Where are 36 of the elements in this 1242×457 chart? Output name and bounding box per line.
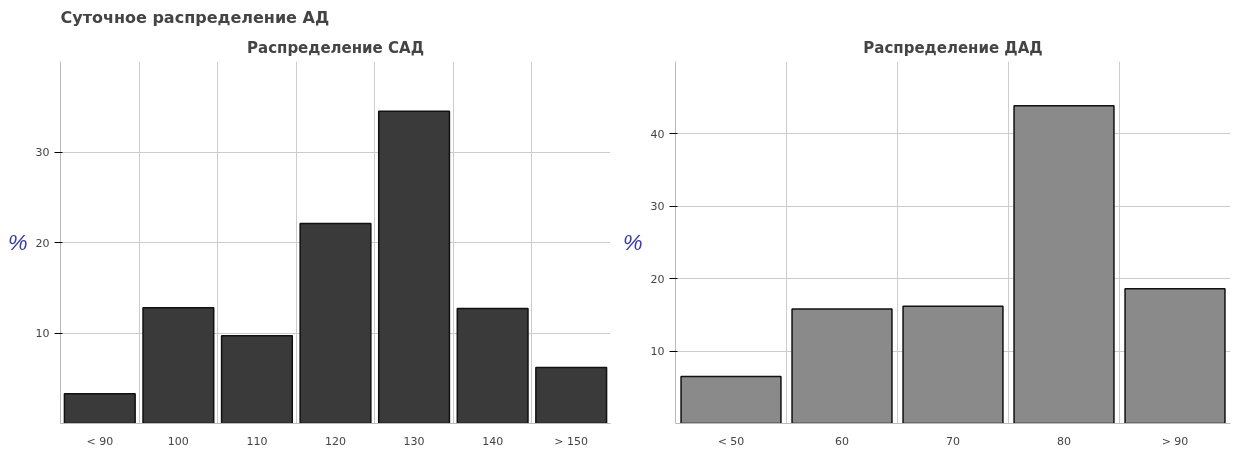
chart-title: Распределение САД (247, 38, 424, 57)
bar (456, 307, 529, 424)
bar (902, 305, 1004, 424)
y-tick-label: 30 (35, 146, 50, 159)
x-tick-label: 80 (1057, 434, 1071, 448)
bar (220, 334, 294, 424)
bar (1124, 288, 1226, 424)
y-tick-label: 40 (650, 127, 665, 141)
x-tick-label: 120 (325, 434, 346, 448)
y-axis-title: % (7, 230, 28, 255)
x-tick-label: < 50 (717, 434, 745, 448)
x-tick-label: 130 (403, 434, 425, 448)
x-tick-label: > 90 (1161, 434, 1189, 448)
x-tick-label: 110 (246, 434, 268, 448)
y-tick-label: 10 (650, 345, 665, 359)
bar (680, 375, 782, 424)
x-tick-label: < 90 (86, 434, 114, 448)
y-axis-title: % (622, 230, 643, 255)
text: Суточное распределение АД (60, 7, 330, 27)
x-tick-label: 140 (482, 434, 504, 448)
y-tick-label: 20 (650, 272, 665, 286)
x-tick-label: 100 (167, 434, 189, 448)
chart-title: Распределение ДАД (863, 38, 1043, 57)
x-tick-label: > 150 (554, 434, 589, 448)
y-tick-label: 20 (35, 236, 50, 250)
bar (1013, 104, 1115, 424)
bar (377, 110, 451, 424)
x-tick-label: 70 (946, 434, 960, 448)
bar (63, 392, 136, 424)
y-tick-label: 10 (35, 327, 50, 340)
bar (299, 222, 372, 424)
bar (142, 306, 215, 424)
x-tick-label: 60 (835, 434, 849, 448)
y-tick-label: 30 (650, 200, 665, 214)
bar (535, 366, 608, 424)
bar (791, 308, 893, 424)
